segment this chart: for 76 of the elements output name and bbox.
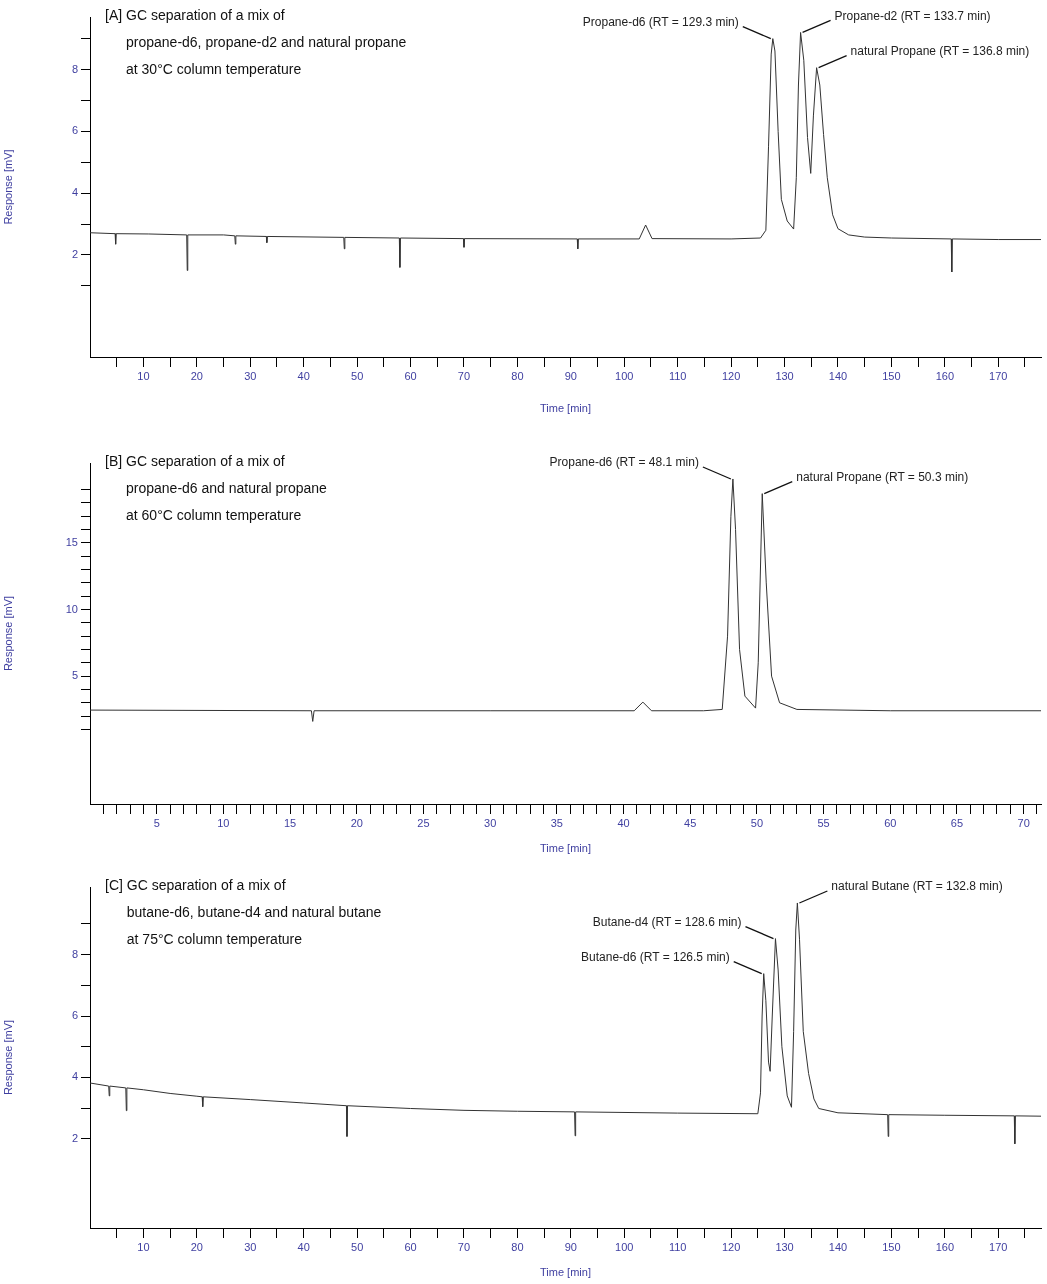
x-tick-label: 30 (244, 1240, 257, 1253)
x-tick-label: 55 (817, 816, 830, 829)
y-tick-label: 4 (71, 186, 78, 199)
x-tick-label: 50 (351, 369, 364, 382)
y-tick-label: 8 (71, 947, 78, 960)
x-tick-label: 20 (190, 369, 203, 382)
y-tick-label: 6 (71, 1009, 78, 1022)
x-tick-label: 90 (564, 369, 577, 382)
x-tick-label: 80 (511, 369, 524, 382)
x-tick-label: 45 (684, 816, 697, 829)
x-tick-label: 35 (550, 816, 563, 829)
x-tick-label: 65 (950, 816, 964, 829)
x-tick-label: 5 (153, 816, 160, 829)
x-tick-label: 100 (615, 1240, 634, 1253)
annotation: Butane-d6 (RT = 126.5 min) (581, 949, 730, 964)
x-tick-label: 50 (351, 1240, 364, 1253)
x-tick-label: 25 (417, 816, 430, 829)
annotation: Propane-d6 (RT = 129.3 min) (582, 14, 739, 29)
annotation: Butane-d4 (RT = 128.6 min) (592, 914, 742, 929)
y-tick-label: 15 (65, 535, 78, 548)
x-tick-label: 30 (244, 369, 257, 382)
x-tick-label: 70 (457, 1240, 471, 1253)
x-tick-label: 40 (297, 369, 310, 382)
x-tick-label: 50 (750, 816, 764, 829)
x-tick-label: 120 (721, 1240, 741, 1253)
x-tick-label: 160 (935, 1240, 955, 1253)
x-tick-label: 70 (1017, 816, 1030, 829)
y-axis-title: Response [mV] (1, 595, 14, 672)
x-tick-label: 60 (884, 816, 897, 829)
x-tick-label: 15 (283, 816, 297, 829)
x-tick-label: 170 (989, 1240, 1008, 1253)
x-tick-label: 160 (935, 369, 955, 382)
text: [B] GC separation of a mix of propane-d6 and natural propane at 60°C column temperature (105, 452, 328, 523)
x-tick-label: 100 (615, 369, 634, 382)
x-tick-label: 20 (190, 1240, 203, 1253)
annotation: Propane-d6 (RT = 48.1 min) (549, 455, 699, 470)
x-tick-label: 130 (775, 369, 794, 382)
text: [C] GC separation of a mix of butane-d6, butane-d4 and natural butane at 75°C column temperature (105, 876, 382, 947)
x-tick-label: 150 (882, 1240, 901, 1253)
annotation: natural Propane (RT = 50.3 min) (796, 469, 969, 484)
x-tick-label: 120 (721, 369, 741, 382)
x-tick-label: 20 (350, 816, 363, 829)
annotation: Propane-d2 (RT = 133.7 min) (834, 8, 991, 23)
y-tick-label: 5 (71, 669, 78, 682)
y-tick-label: 2 (71, 1131, 78, 1144)
x-tick-label: 170 (989, 369, 1008, 382)
x-tick-label: 130 (775, 1240, 794, 1253)
x-tick-label: 110 (668, 369, 687, 382)
y-axis-title: Response [mV] (1, 149, 14, 225)
x-axis-title: Time [min] (540, 842, 591, 855)
x-tick-label: 10 (137, 369, 150, 382)
annotation: natural Propane (RT = 136.8 min) (850, 44, 1030, 58)
x-tick-label: 110 (668, 1240, 687, 1253)
x-tick-label: 90 (564, 1240, 577, 1253)
x-tick-label: 30 (484, 816, 497, 829)
text: [A] GC separation of a mix of propane-d6, propane-d2 and natural propane at 30°C column temperature (105, 6, 407, 77)
x-tick-label: 70 (457, 369, 471, 382)
x-tick-label: 60 (404, 369, 417, 382)
y-tick-label: 4 (71, 1070, 78, 1083)
x-tick-label: 60 (404, 1240, 417, 1253)
x-tick-label: 40 (617, 816, 630, 829)
x-axis-title: Time [min] (540, 1266, 591, 1279)
y-tick-label: 10 (65, 602, 78, 615)
x-tick-label: 140 (828, 1240, 848, 1253)
x-tick-label: 10 (217, 816, 230, 829)
x-tick-label: 10 (137, 1240, 150, 1253)
x-axis-title: Time [min] (540, 402, 591, 415)
y-tick-label: 8 (71, 62, 78, 75)
x-tick-label: 140 (828, 369, 848, 382)
x-tick-label: 80 (511, 1240, 524, 1253)
y-tick-label: 2 (71, 248, 78, 261)
annotation: natural Butane (RT = 132.8 min) (831, 879, 1003, 894)
x-tick-label: 40 (297, 1240, 310, 1253)
y-axis-title: Response [mV] (1, 1019, 14, 1096)
y-tick-label: 6 (71, 124, 78, 137)
x-tick-label: 150 (882, 369, 901, 382)
